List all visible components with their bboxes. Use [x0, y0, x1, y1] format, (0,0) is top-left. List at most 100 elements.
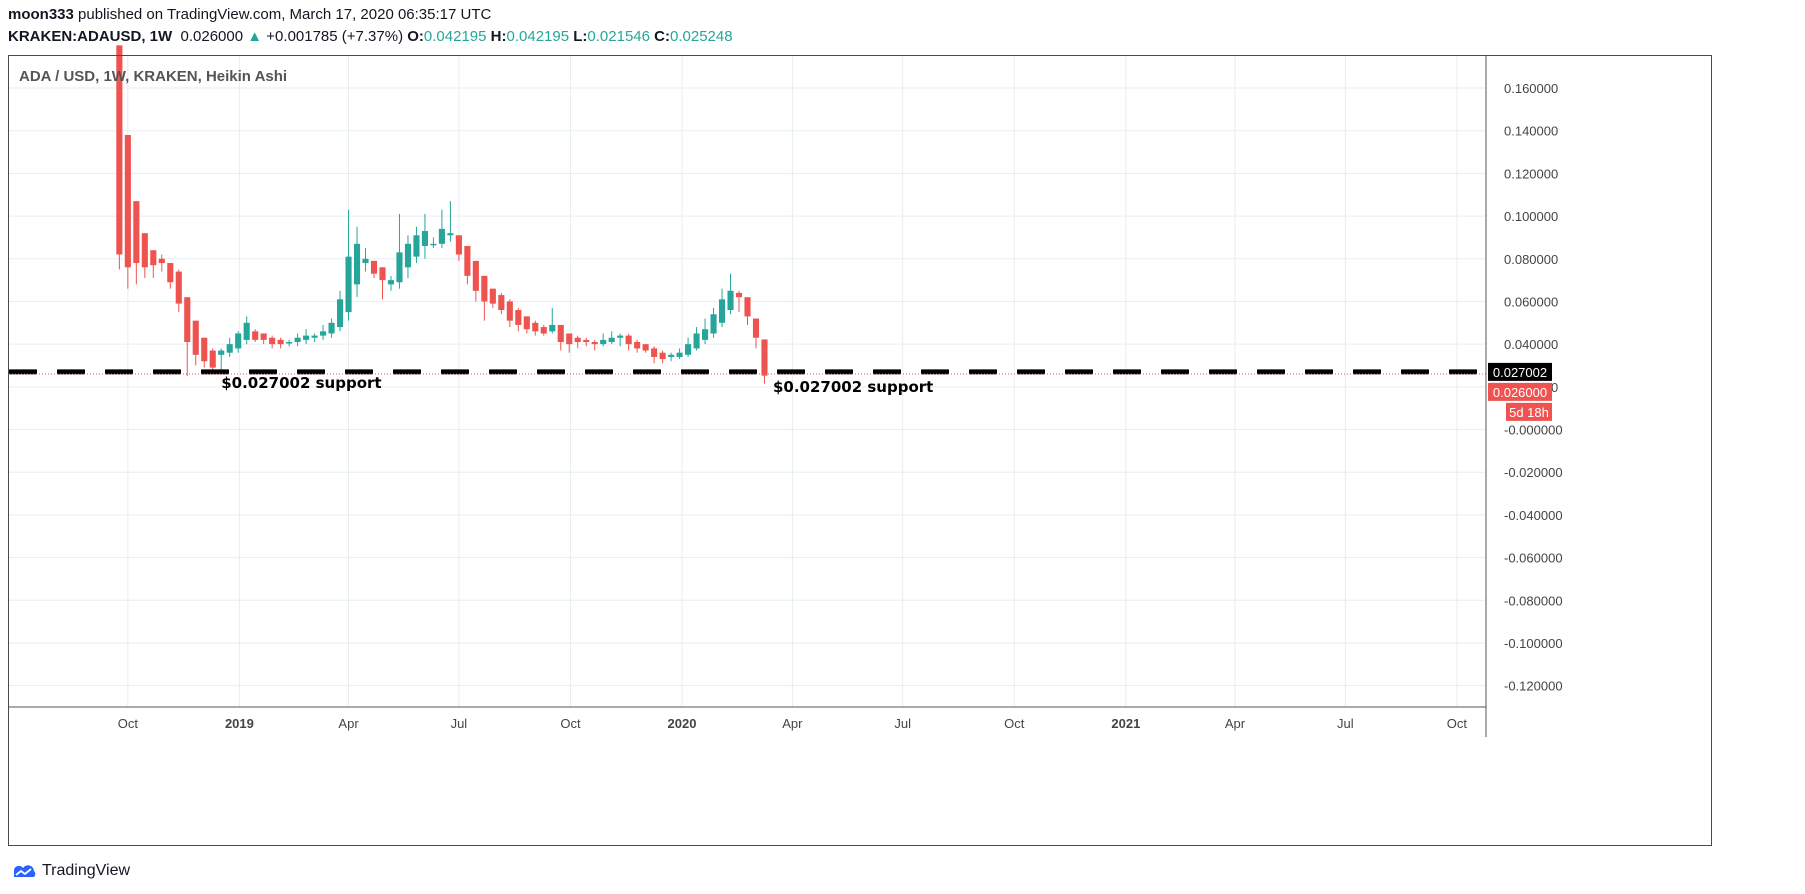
candle-body — [370, 260, 378, 274]
candle — [370, 260, 378, 278]
candle — [676, 348, 683, 360]
y-tick-label: 0.060000 — [1504, 294, 1558, 309]
candle — [659, 350, 666, 364]
candle-body — [116, 45, 123, 255]
candle-body — [303, 335, 310, 340]
candle — [617, 333, 624, 347]
x-tick-label: Jul — [451, 716, 468, 731]
candle-body — [328, 322, 335, 334]
candle-body — [761, 339, 768, 376]
candle — [481, 275, 488, 321]
candle-body — [642, 344, 649, 351]
candle — [608, 331, 615, 345]
candle — [353, 226, 361, 298]
candle-body — [150, 250, 157, 266]
y-tick-label: -0.060000 — [1504, 551, 1563, 566]
x-tick-label: Oct — [1004, 716, 1025, 731]
candle-body — [625, 335, 632, 345]
y-tick-label: -0.040000 — [1504, 508, 1563, 523]
candle — [566, 333, 573, 353]
candle — [591, 339, 598, 351]
published-text: published on TradingView.com, March 17, … — [78, 6, 492, 23]
x-tick-label: Apr — [782, 716, 803, 731]
candle — [226, 337, 233, 357]
candle-body — [201, 337, 208, 362]
support-price-label: 0.027002 — [1493, 365, 1547, 380]
x-tick-label: 2019 — [225, 716, 254, 731]
candle — [540, 324, 547, 336]
candle — [498, 292, 505, 315]
countdown-tag — [1506, 402, 1552, 421]
support-layer: $0.027002 support $0.027002 support — [9, 369, 1486, 396]
countdown-label: 5d 18h — [1509, 405, 1549, 420]
last-price-tag — [1488, 382, 1552, 401]
candle-body — [455, 235, 462, 255]
x-tick-label: Apr — [338, 716, 359, 731]
candle-body — [192, 320, 199, 355]
candle-body — [634, 342, 641, 349]
candle-body — [472, 260, 479, 291]
candle — [668, 352, 675, 362]
support-annotation: $0.027002 support — [773, 378, 933, 396]
low-value: 0.021546 — [587, 28, 650, 45]
y-tick-label: 0.100000 — [1504, 209, 1558, 224]
candle — [634, 339, 641, 353]
candle — [311, 333, 318, 343]
change-value: +0.001785 (+7.37%) — [266, 28, 404, 45]
candle — [328, 318, 335, 338]
candle — [549, 307, 556, 334]
candle — [150, 250, 157, 278]
y-tick-label: 0.120000 — [1504, 166, 1558, 181]
candle-body — [498, 295, 505, 310]
candle — [455, 235, 462, 261]
candle — [243, 316, 250, 345]
publish-info: moon333 published on TradingView.com, Ma… — [8, 6, 491, 23]
candle — [396, 213, 403, 289]
candle — [286, 339, 293, 347]
candle — [489, 288, 496, 308]
candle — [421, 213, 428, 259]
candle — [693, 327, 700, 351]
x-tick-label: Oct — [1447, 716, 1468, 731]
y-tick-label: -0.020000 — [1504, 465, 1563, 480]
candle-body — [243, 322, 250, 340]
candle — [218, 348, 225, 370]
support-price-tag — [1488, 362, 1552, 381]
candle-body — [438, 228, 445, 244]
chart-frame — [8, 55, 1712, 846]
candle — [277, 337, 284, 349]
candle-body — [617, 335, 624, 338]
brand-name: TradingView — [42, 862, 131, 879]
candle — [752, 318, 760, 349]
y-tick-label: -0.120000 — [1504, 679, 1563, 694]
author-name: moon333 — [8, 6, 74, 23]
candle — [294, 333, 301, 347]
candle-body — [167, 263, 174, 283]
axes: 0.160000 0.140000 0.120000 0.100000 0.080000… — [9, 56, 1563, 737]
candle-body — [158, 258, 165, 264]
tradingview-logo-icon — [14, 865, 36, 877]
candle-body — [651, 348, 658, 357]
high-label: H: — [490, 28, 507, 45]
candle — [727, 273, 734, 315]
candle-body — [523, 316, 530, 330]
candle-body — [591, 342, 598, 345]
candle-body — [209, 350, 216, 368]
candle-body — [124, 134, 131, 268]
candle — [532, 320, 539, 336]
candle-body — [659, 352, 666, 360]
candle-body — [608, 337, 615, 343]
candle — [387, 275, 395, 291]
candle-body — [752, 318, 760, 338]
y-tick-label: 0.160000 — [1504, 81, 1558, 96]
candle — [362, 248, 369, 272]
candle-body — [727, 290, 734, 310]
candle-body — [175, 271, 182, 304]
y-tick-label: 0.140000 — [1504, 124, 1558, 139]
candle — [336, 290, 344, 332]
candle — [761, 339, 768, 384]
candle — [625, 333, 632, 351]
candle — [116, 45, 123, 270]
candle-body — [286, 342, 293, 344]
